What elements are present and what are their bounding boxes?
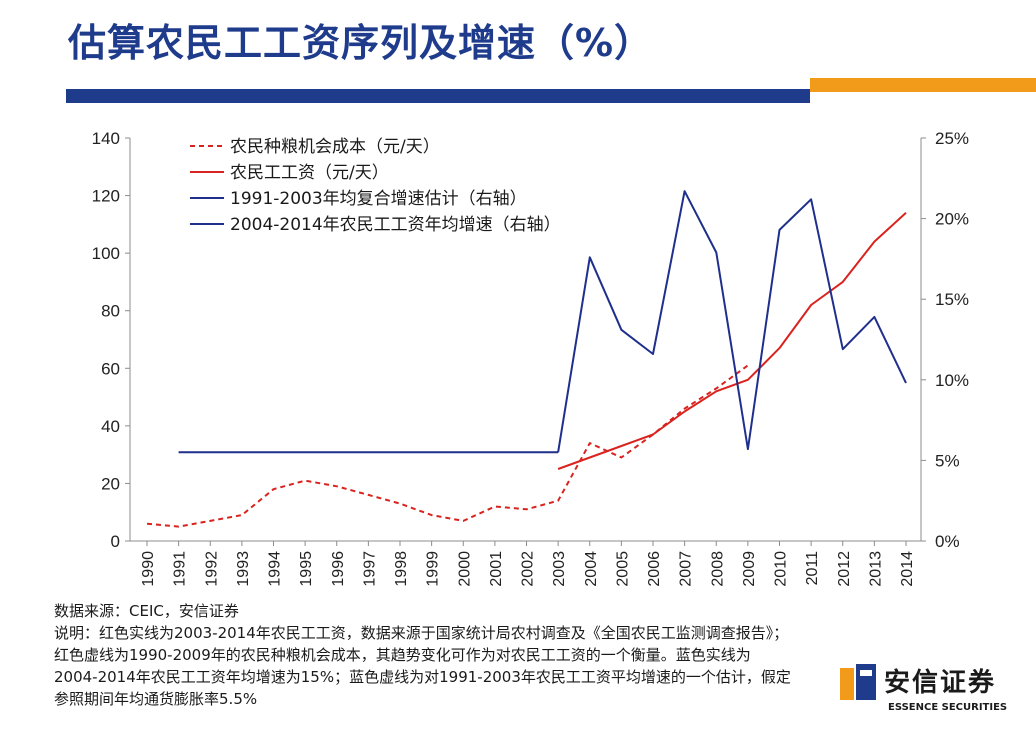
x-tick-label: 2002 [520,551,537,587]
left-tick-label: 80 [101,302,120,321]
notes-block: 数据来源：CEIC，安信证券 说明：红色实线为2003-2014年农民工工资，数… [54,600,794,710]
right-tick-label: 5% [935,451,960,470]
x-tick-label: 2007 [678,551,695,587]
x-tick-label: 2009 [741,551,758,587]
legend-label-3: 1991-2003年均复合增速估计（右轴） [230,189,527,209]
x-tick-label: 1991 [172,551,189,587]
right-tick-label: 25% [935,129,969,148]
left-tick-label: 100 [92,244,120,263]
header-rule-orange [810,78,1036,92]
x-tick-label: 1997 [361,551,378,587]
right-tick-label: 10% [935,371,969,390]
x-tick-label: 2014 [899,551,916,587]
left-tick-label: 20 [101,474,120,493]
x-tick-label: 2001 [488,551,505,587]
legend-label-1: 农民种粮机会成本（元/天） [230,137,440,157]
x-tick-label: 1992 [203,551,220,587]
logo-name-en: ESSENCE SECURITIES [888,702,1008,713]
series-line-1 [146,364,749,528]
left-tick-label: 140 [92,129,120,148]
x-tick-label: 2005 [614,551,631,587]
legend-label-4: 2004-2014年农民工工资年均增速（右轴） [230,215,561,235]
x-tick-label: 2000 [456,551,473,587]
x-tick-label: 2006 [646,551,663,587]
x-tick-label: 2008 [709,551,726,587]
right-tick-label: 20% [935,210,969,229]
left-tick-label: 120 [92,187,120,206]
legend-label-2: 农民工工资（元/天） [230,163,389,183]
data-source: 数据来源：CEIC，安信证券 [54,602,239,620]
page-title: 估算农民工工资序列及增速（%） [68,21,654,65]
right-tick-label: 0% [935,532,960,551]
x-tick-label: 2003 [551,551,568,587]
series-line-4 [557,190,907,453]
left-tick-label: 0 [111,532,120,551]
x-tick-label: 1990 [140,551,157,587]
x-tick-label: 2012 [836,551,853,587]
header-rule-blue [66,89,810,103]
logo-name-cn: 安信证券 [884,668,997,698]
wage-chart: 0 20 40 60 80 100 120 140 0% 5% 10% 15% 20% 25% 1990 19… [92,129,969,587]
left-tick-label: 40 [101,417,120,436]
x-tick-label: 2004 [583,551,600,587]
x-tick-label: 1993 [235,551,252,587]
x-tick-label: 1995 [298,551,315,587]
right-tick-label: 15% [935,290,969,309]
x-tick-label: 1998 [393,551,410,587]
x-tick-label: 2010 [773,551,790,587]
x-tick-label: 1994 [267,551,284,587]
company-logo: 安信证券 ESSENCE SECURITIES [840,662,1020,722]
logo-mark-icon [840,664,876,700]
explanation: 说明：红色实线为2003-2014年农民工工资，数据来源于国家统计局农村调查及《… [54,624,791,708]
left-tick-label: 60 [101,359,120,378]
x-tick-label: 2011 [804,551,821,586]
x-tick-label: 2013 [867,551,884,587]
x-tick-label: 1996 [330,551,347,587]
series-line-2 [557,212,907,470]
x-tick-label: 1999 [425,551,442,587]
